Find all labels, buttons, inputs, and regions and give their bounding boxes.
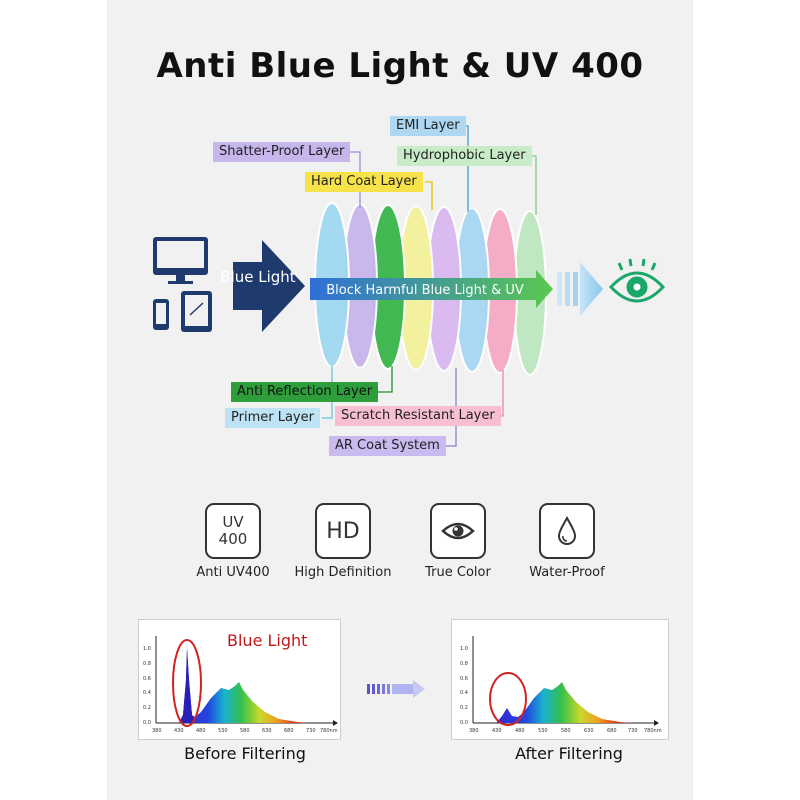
- feature-high-definition: HD High Definition: [288, 503, 398, 580]
- x-tick: 430: [492, 728, 502, 734]
- uv400-icon-text-bottom: 400: [218, 530, 248, 548]
- spectrum-after-chart: 1.0 0.8 0.6 0.4 0.2 0.0 380 430 480 530 …: [451, 619, 669, 740]
- feature-water-proof: Water-Proof: [512, 503, 622, 580]
- blue-light-arrow: [233, 240, 305, 332]
- y-tick: 0.2: [143, 705, 151, 711]
- x-tick: 630: [262, 728, 272, 734]
- feature-label: Anti UV400: [196, 565, 270, 580]
- blue-light-callout-circle: [489, 672, 527, 726]
- layer-label-anti-reflection: Anti Reflection Layer: [231, 382, 379, 402]
- feature-true-color: True Color: [403, 503, 513, 580]
- filtered-light-arrow: [557, 262, 603, 316]
- uv400-icon: UV 400: [205, 503, 261, 559]
- blue-light-arrow-label: Blue Light: [220, 268, 296, 286]
- x-tick: 430: [174, 728, 184, 734]
- blue-light-callout-circle: [172, 639, 202, 727]
- spectrum-before-chart: 1.0 0.8 0.6 0.4 0.2 0.0 Blue Light 380 4…: [138, 619, 341, 740]
- feature-label: True Color: [425, 565, 491, 580]
- x-tick: 680: [607, 728, 617, 734]
- beam-arrow: [310, 270, 553, 308]
- page-title: Anti Blue Light & UV 400: [156, 46, 644, 86]
- feature-label: High Definition: [294, 565, 392, 580]
- y-tick: 0.0: [143, 720, 151, 726]
- layer-label-emi: EMI Layer: [390, 116, 466, 136]
- blue-light-callout-text: Blue Light: [227, 631, 307, 650]
- x-tick: 530: [538, 728, 548, 734]
- x-tick: 730: [306, 728, 316, 734]
- lens-layers: [314, 202, 547, 376]
- phone-icon: [153, 299, 169, 330]
- eye-icon: [608, 258, 666, 303]
- x-tick: 680: [284, 728, 294, 734]
- x-tick: 380: [469, 728, 479, 734]
- y-tick: 0.4: [143, 690, 151, 696]
- before-after-arrow: [367, 680, 425, 698]
- y-tick: 0.6: [143, 676, 151, 682]
- monitor-icon: [153, 237, 208, 284]
- y-tick: 0.0: [460, 720, 468, 726]
- y-tick: 0.6: [460, 676, 468, 682]
- hd-icon: HD: [315, 503, 371, 559]
- feature-anti-uv400: UV 400 Anti UV400: [178, 503, 288, 580]
- feature-label: Water-Proof: [529, 565, 605, 580]
- uv400-icon-text-top: UV: [222, 513, 244, 531]
- y-tick: 1.0: [143, 646, 151, 652]
- lens-layer-diagram: Blue Light: [153, 125, 666, 447]
- y-tick: 0.2: [460, 705, 468, 711]
- x-tick: 630: [584, 728, 594, 734]
- layer-label-ar-coat-system: AR Coat System: [329, 436, 446, 456]
- layer-label-scratch-resistant: Scratch Resistant Layer: [335, 406, 501, 426]
- layer-label-shatter-proof: Shatter-Proof Layer: [213, 142, 351, 162]
- after-filtering-caption: After Filtering: [515, 744, 623, 763]
- y-tick: 0.4: [460, 690, 468, 696]
- x-tick: 380: [152, 728, 162, 734]
- y-tick: 0.8: [143, 661, 151, 667]
- y-tick: 1.0: [460, 646, 468, 652]
- y-tick: 0.8: [460, 661, 468, 667]
- x-tick: 730: [628, 728, 638, 734]
- water-drop-icon: [539, 503, 595, 559]
- x-tick: 780nm: [644, 728, 662, 734]
- tablet-icon: [181, 291, 212, 332]
- layer-label-hydrophobic: Hydrophobic Layer: [397, 146, 532, 166]
- x-tick: 780nm: [320, 728, 338, 734]
- before-filtering-caption: Before Filtering: [184, 744, 306, 763]
- x-tick: 580: [561, 728, 571, 734]
- hd-icon-text: HD: [326, 518, 360, 544]
- x-tick: 580: [240, 728, 250, 734]
- beam-label: Block Harmful Blue Light & UV: [326, 283, 524, 298]
- x-tick: 480: [515, 728, 525, 734]
- eye-icon: [430, 503, 486, 559]
- layer-label-hard-coat: Hard Coat Layer: [305, 172, 423, 192]
- x-tick: 480: [196, 728, 206, 734]
- layer-label-primer: Primer Layer: [225, 408, 320, 428]
- x-tick: 530: [218, 728, 228, 734]
